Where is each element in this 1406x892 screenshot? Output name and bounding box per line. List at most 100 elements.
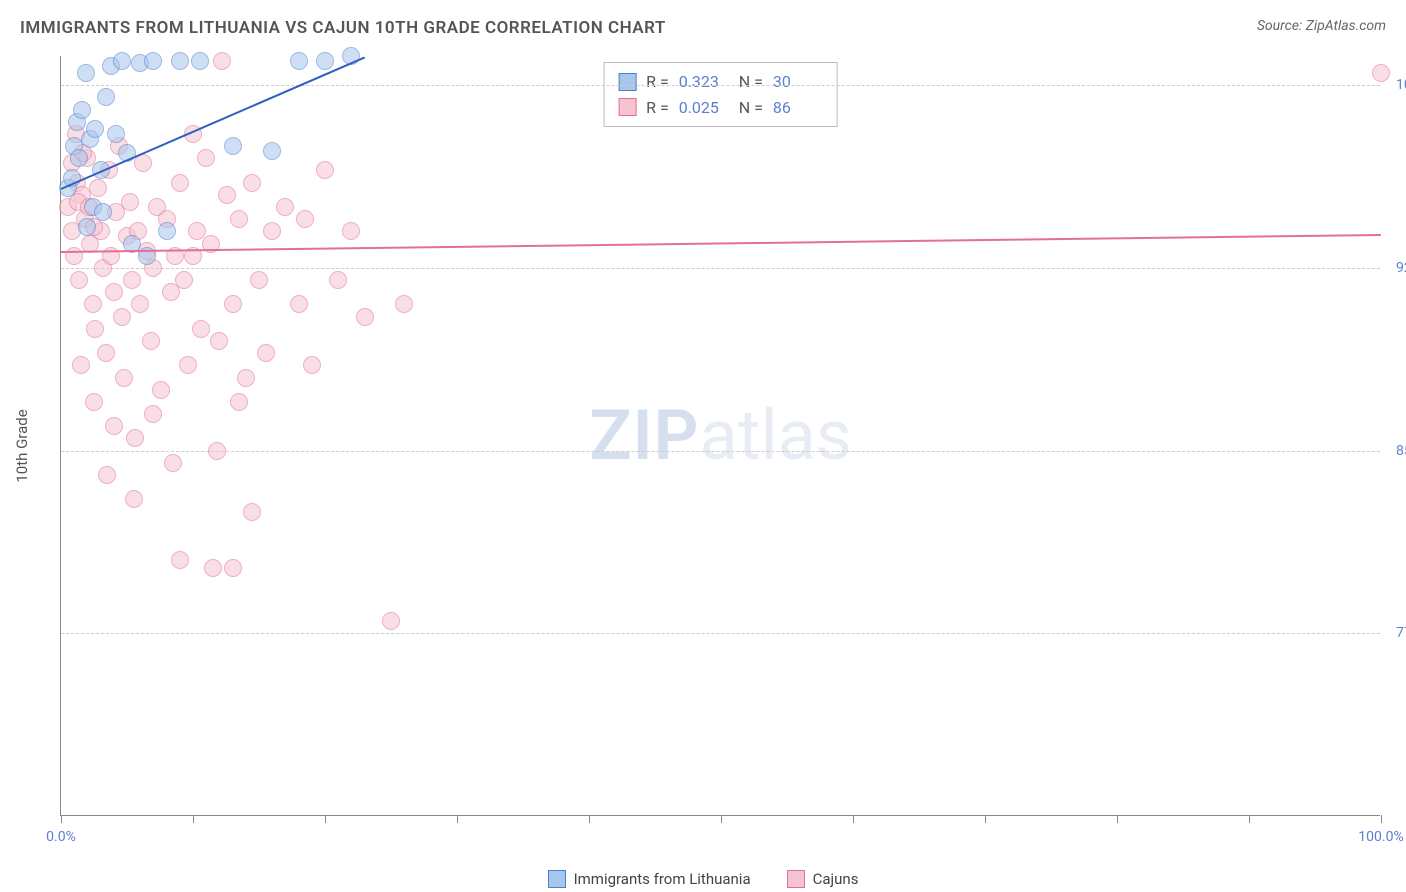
scatter-point (224, 559, 242, 577)
scatter-point (342, 222, 360, 240)
scatter-point (144, 52, 162, 70)
legend-item: Cajuns (787, 870, 859, 888)
scatter-point (224, 137, 242, 155)
scatter-point (107, 125, 125, 143)
stat-n-value: 30 (773, 69, 823, 95)
scatter-point (213, 52, 231, 70)
y-tick-label: 92.5% (1386, 260, 1406, 276)
scatter-point (263, 222, 281, 240)
scatter-point (94, 203, 112, 221)
x-tick (589, 815, 590, 823)
stat-n-label: N = (739, 69, 763, 95)
scatter-point (1372, 64, 1390, 82)
x-tick-label: 0.0% (46, 829, 76, 845)
scatter-point (329, 271, 347, 289)
scatter-point (224, 295, 242, 313)
stat-n-value: 86 (773, 95, 823, 121)
scatter-point (113, 52, 131, 70)
x-tick (853, 815, 854, 823)
source-label: Source: ZipAtlas.com (1257, 18, 1386, 34)
stat-r-value: 0.025 (679, 95, 729, 121)
legend-swatch (787, 870, 805, 888)
scatter-point (105, 417, 123, 435)
x-tick (985, 815, 986, 823)
stats-row: R = 0.025 N = 86 (618, 95, 823, 121)
scatter-point (192, 320, 210, 338)
scatter-point (191, 52, 209, 70)
scatter-point (89, 179, 107, 197)
scatter-point (115, 369, 133, 387)
scatter-point (316, 52, 334, 70)
scatter-point (237, 369, 255, 387)
scatter-point (126, 429, 144, 447)
y-axis-label: 10th Grade (13, 409, 31, 482)
scatter-point (296, 210, 314, 228)
scatter-point (257, 344, 275, 362)
plot-container: ZIPatlas R =0.323N =30R =0.025N =86 77.5… (60, 56, 1380, 816)
x-tick (1117, 815, 1118, 823)
stats-box: R = 0.323 N = 30 R = 0.025 N = 86 (603, 62, 838, 127)
scatter-point (131, 295, 149, 313)
scatter-point (395, 295, 413, 313)
scatter-point (204, 559, 222, 577)
watermark-part2: atlas (700, 395, 852, 477)
legend-item: Immigrants from Lithuania (548, 870, 751, 888)
scatter-point (179, 356, 197, 374)
scatter-point (77, 64, 95, 82)
legend-label: Cajuns (813, 870, 859, 888)
scatter-point (263, 142, 281, 160)
stat-r-value: 0.323 (679, 69, 729, 95)
scatter-point (123, 271, 141, 289)
scatter-point (144, 405, 162, 423)
scatter-point (86, 320, 104, 338)
scatter-point (158, 222, 176, 240)
x-tick (457, 815, 458, 823)
scatter-point (208, 442, 226, 460)
scatter-point (73, 101, 91, 119)
watermark-part1: ZIP (589, 395, 699, 477)
scatter-point (121, 193, 139, 211)
scatter-point (97, 344, 115, 362)
scatter-point (113, 308, 131, 326)
x-tick-label: 100.0% (1358, 829, 1403, 845)
scatter-point (276, 198, 294, 216)
scatter-point (65, 247, 83, 265)
scatter-point (175, 271, 193, 289)
legend-swatch (618, 98, 636, 116)
stat-r-label: R = (646, 95, 669, 121)
bottom-legend: Immigrants from Lithuania Cajuns (0, 870, 1406, 888)
stats-row: R = 0.323 N = 30 (618, 69, 823, 95)
plot-area: ZIPatlas R =0.323N =30R =0.025N =86 77.5… (60, 56, 1380, 816)
stat-n-label: N = (739, 95, 763, 121)
scatter-point (105, 283, 123, 301)
scatter-point (303, 356, 321, 374)
scatter-point (72, 356, 90, 374)
scatter-point (356, 308, 374, 326)
scatter-point (290, 295, 308, 313)
stat-r-label: R = (646, 69, 669, 95)
scatter-point (70, 149, 88, 167)
scatter-point (218, 186, 236, 204)
scatter-point (85, 393, 103, 411)
scatter-point (230, 210, 248, 228)
scatter-point (97, 88, 115, 106)
scatter-point (98, 466, 116, 484)
scatter-point (70, 271, 88, 289)
chart-title: IMMIGRANTS FROM LITHUANIA VS CAJUN 10TH … (20, 18, 666, 38)
scatter-point (382, 612, 400, 630)
scatter-point (142, 332, 160, 350)
legend-swatch (618, 73, 636, 91)
scatter-point (86, 120, 104, 138)
scatter-point (243, 174, 261, 192)
scatter-point (197, 149, 215, 167)
y-tick-label: 77.5% (1386, 625, 1406, 641)
header: IMMIGRANTS FROM LITHUANIA VS CAJUN 10TH … (0, 0, 1406, 38)
x-tick (325, 815, 326, 823)
scatter-point (171, 52, 189, 70)
gridline (61, 85, 1380, 86)
scatter-point (84, 295, 102, 313)
x-tick (721, 815, 722, 823)
legend-swatch (548, 870, 566, 888)
scatter-point (210, 332, 228, 350)
trend-line (61, 234, 1381, 253)
